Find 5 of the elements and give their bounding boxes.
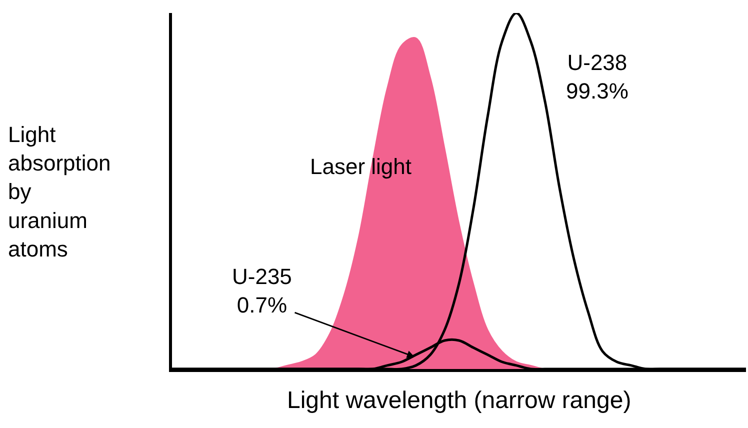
series-label: U-238 99.3% bbox=[566, 50, 628, 104]
text: U-235 0.7% bbox=[232, 264, 292, 318]
series-label: Laser light bbox=[310, 154, 412, 179]
x-axis-title: Light wavelength (narrow range) bbox=[287, 387, 632, 414]
y-axis-title: Light absorption by uranium atoms bbox=[8, 122, 111, 262]
